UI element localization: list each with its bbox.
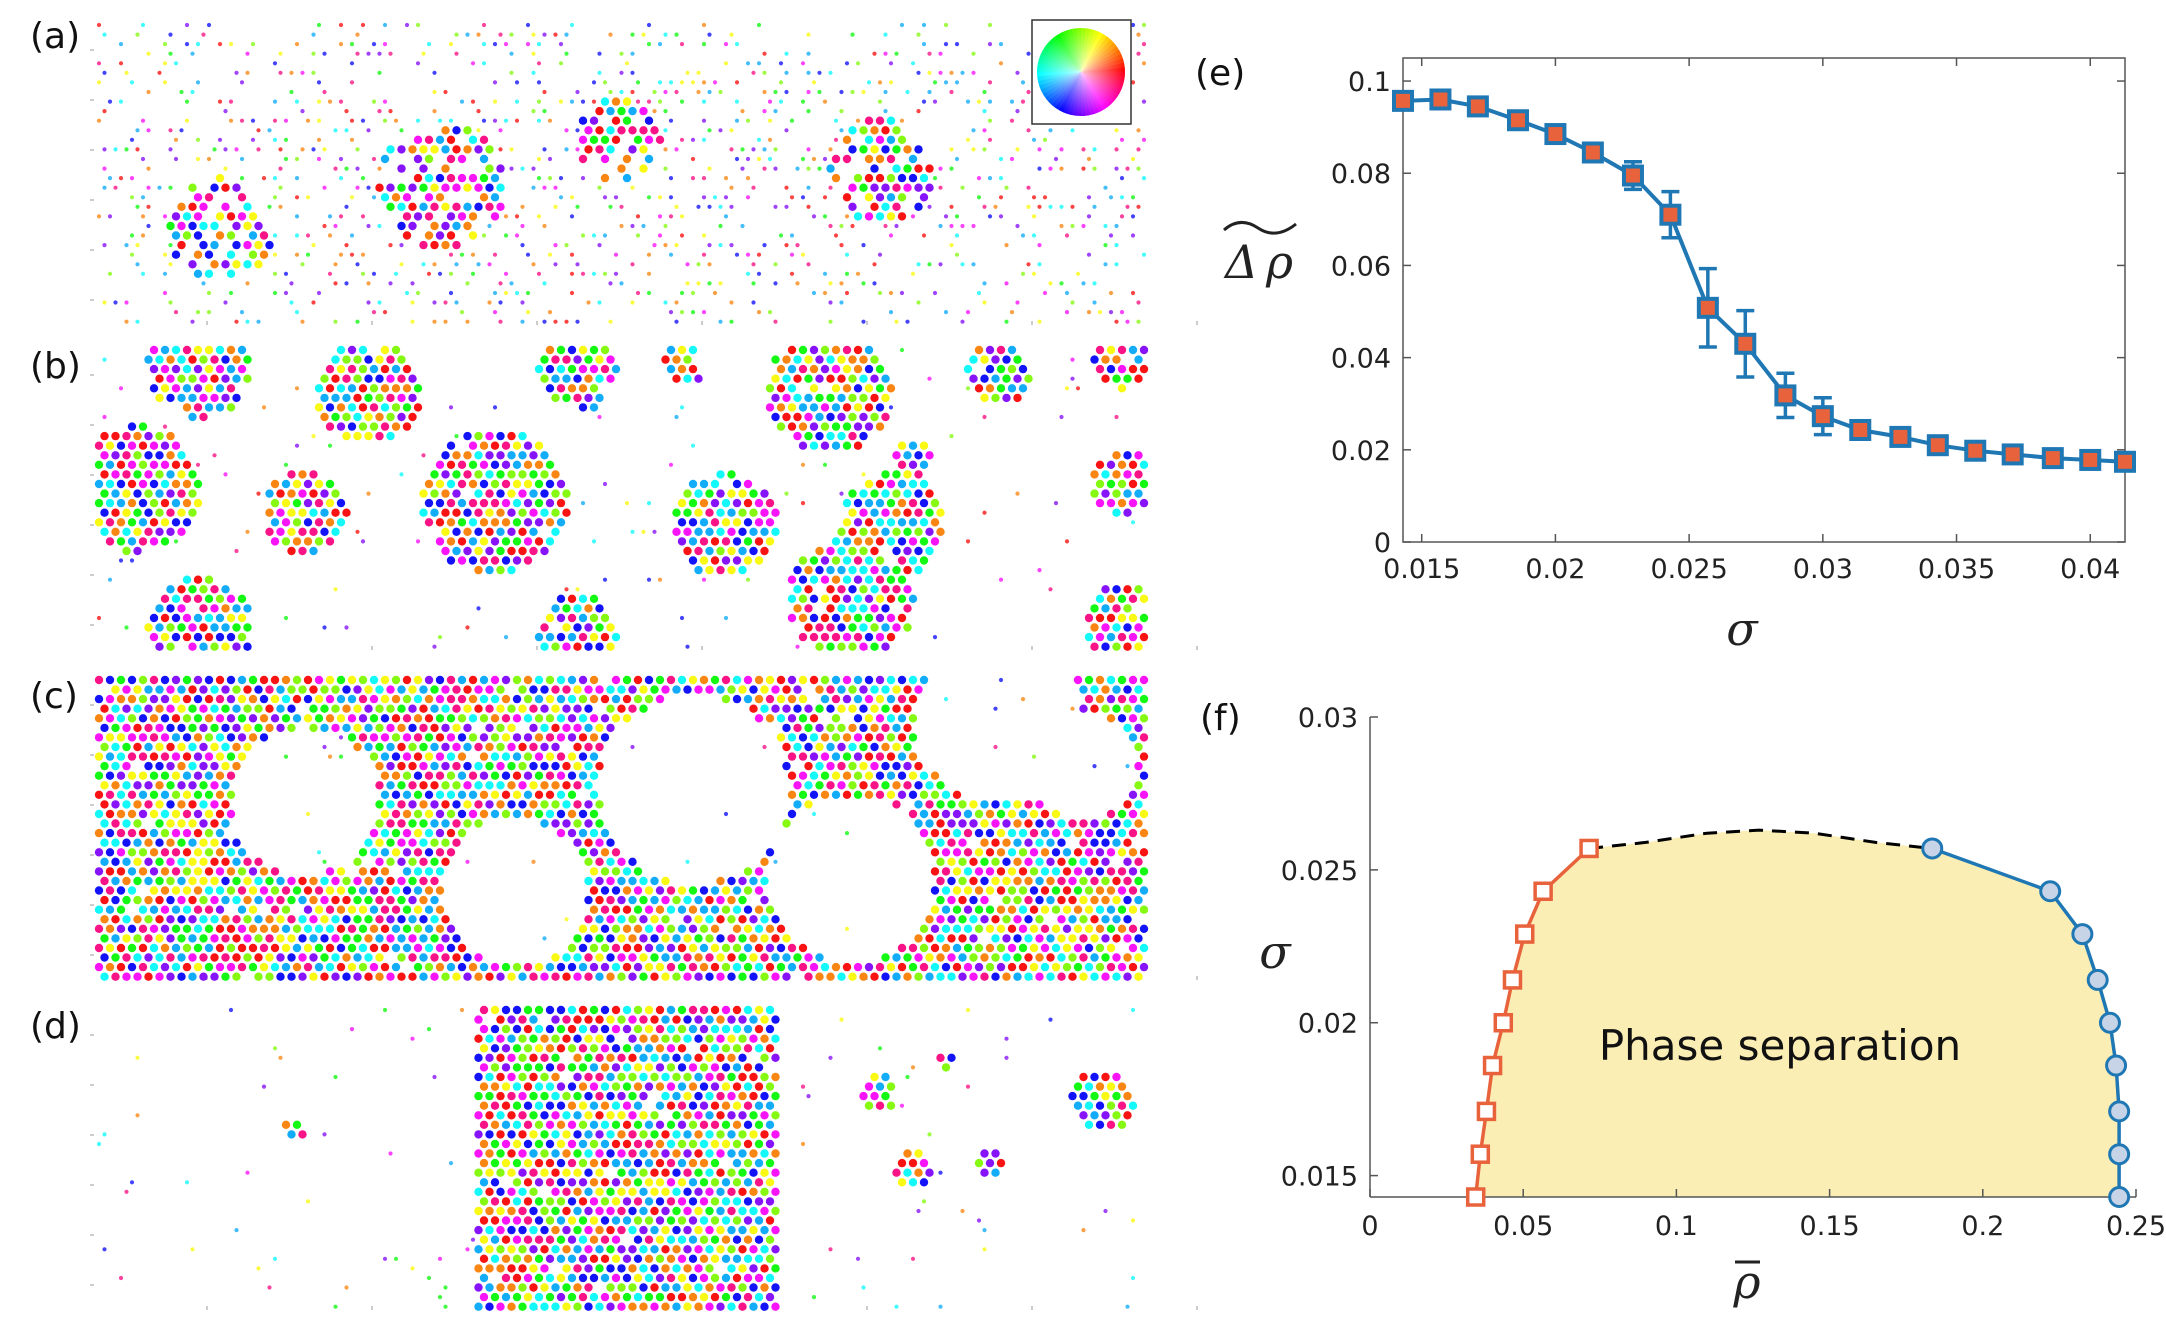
- chart-e-point: [1774, 384, 1797, 407]
- chart-e-point: [1734, 332, 1757, 355]
- panel-label-a: (a): [30, 16, 80, 57]
- chart-f-xlabel: ρ: [1732, 1255, 1760, 1309]
- chart-e-xtick-label: 0.015: [1383, 554, 1460, 585]
- chart-f-ytick-label: 0.02: [1298, 1009, 1358, 1040]
- panel-label-d: (d): [30, 1006, 81, 1047]
- chart-f-high-point: [2108, 1186, 2131, 1208]
- chart-e-point: [1849, 418, 1872, 441]
- chart-e-ytick-label: 0.1: [1348, 67, 1391, 98]
- panel-b: [90, 345, 1198, 651]
- chart-e-point: [2001, 443, 2024, 466]
- panel-label-c: (c): [30, 676, 78, 717]
- chart-f-xlabel-rho: ρ: [1732, 1255, 1760, 1309]
- chart-f-low-point: [1476, 1101, 1497, 1122]
- chart-e-point: [2041, 447, 2064, 470]
- chart-f-low-point: [1493, 1012, 1514, 1033]
- chart-e-point: [1964, 439, 1987, 462]
- chart-f-high-point: [2105, 1054, 2128, 1077]
- chart-f-high-point: [2086, 968, 2109, 991]
- chart-f: 0 0.05 0.1 0.15 0.2 0.25 0.015 0.02 0.025 0.03 Pha…: [1281, 703, 2166, 1242]
- chart-f-low-point: [1465, 1187, 1486, 1207]
- chart-e-point: [1621, 164, 1644, 187]
- chart-e-point: [1392, 89, 1414, 112]
- panel-label-e: (e): [1195, 53, 1245, 94]
- chart-e-point: [1889, 425, 1912, 448]
- chart-e-point: [1544, 123, 1567, 146]
- chart-e-ytick-label: 0.06: [1331, 251, 1391, 282]
- chart-f-low-point: [1470, 1144, 1491, 1164]
- panel-c: [90, 675, 1198, 981]
- hue-color-wheel: [1031, 19, 1132, 125]
- chart-e-ytick-label: 0: [1374, 528, 1391, 559]
- chart-e-xtick-label: 0.035: [1918, 554, 1995, 585]
- chart-f-high-point: [2108, 1143, 2131, 1166]
- chart-e-ylabel-rho: ρ: [1265, 235, 1293, 289]
- chart-f-xtick-label: 0.1: [1655, 1211, 1698, 1242]
- chart-f-phase-region: [1475, 830, 2120, 1197]
- chart-e-ytick-label: 0.08: [1331, 159, 1391, 190]
- chart-e-ylabel-tilde: [1223, 221, 1297, 235]
- chart-f-high-point: [2039, 880, 2062, 903]
- chart-e-series-line: [1402, 97, 2126, 464]
- chart-e-point: [2079, 448, 2102, 471]
- chart-e-point: [1659, 203, 1682, 226]
- chart-f-xtick-label: 0.15: [1800, 1211, 1860, 1242]
- chart-e-ylabel: Δ ρ: [1223, 221, 1297, 289]
- chart-f-low-point: [1514, 924, 1535, 944]
- chart-e-point: [1581, 141, 1604, 164]
- chart-e-point: [1429, 88, 1452, 111]
- chart-f-xtick-label: 0.25: [2106, 1211, 2166, 1242]
- chart-f-ytick-label: 0.015: [1281, 1162, 1358, 1193]
- chart-e-xtick-label: 0.03: [1793, 554, 1853, 585]
- chart-e-xtick-label: 0.04: [2060, 554, 2120, 585]
- chart-f-low-point: [1482, 1055, 1503, 1076]
- chart-f-high-point: [2108, 1100, 2131, 1123]
- chart-f-low-point: [1579, 838, 1599, 859]
- chart-e-ytick-label: 0.04: [1331, 344, 1391, 375]
- chart-f-high-point: [2071, 923, 2094, 946]
- chart-f-high-point: [2098, 1011, 2121, 1034]
- chart-f-low-point: [1533, 881, 1553, 902]
- chart-e-point: [1926, 434, 1949, 457]
- chart-e-point: [2114, 450, 2136, 473]
- panel-label-f: (f): [1200, 698, 1241, 739]
- chart-f-high-point: [1921, 837, 1944, 860]
- chart-f-xtick-label: 0.2: [1961, 1211, 2004, 1242]
- chart-e-xlabel: σ: [1726, 602, 1759, 656]
- panel-d: [90, 1005, 1198, 1311]
- chart-e-point: [1696, 296, 1719, 319]
- chart-e-point: [1466, 95, 1489, 118]
- chart-f-ylabel: σ: [1259, 925, 1292, 979]
- chart-f-xtick-label: 0: [1361, 1211, 1378, 1242]
- chart-e-xtick-label: 0.025: [1650, 554, 1727, 585]
- chart-e-ylabel-delta: Δ: [1223, 235, 1258, 289]
- chart-f-ytick-label: 0.025: [1281, 856, 1358, 887]
- chart-f-xtick-label: 0.05: [1493, 1211, 1553, 1242]
- chart-e-frame: [1402, 57, 2126, 543]
- chart-f-annotation: Phase separation: [1599, 1021, 1961, 1070]
- panel-a: [90, 22, 1198, 325]
- chart-f-critical-dashed: [1588, 828, 1933, 850]
- chart-f-ytick-label: 0.03: [1298, 703, 1358, 734]
- chart-e-point: [1506, 109, 1529, 132]
- chart-e: 0.015 0.02 0.025 0.03 0.035 0.04 0 0.02 0.04 0.06…: [1331, 57, 2136, 585]
- chart-e-xtick-label: 0.02: [1525, 554, 1585, 585]
- panel-label-b: (b): [30, 346, 81, 387]
- chart-f-low-point: [1502, 970, 1523, 990]
- chart-e-point: [1811, 405, 1834, 428]
- chart-e-ytick-label: 0.02: [1331, 436, 1391, 467]
